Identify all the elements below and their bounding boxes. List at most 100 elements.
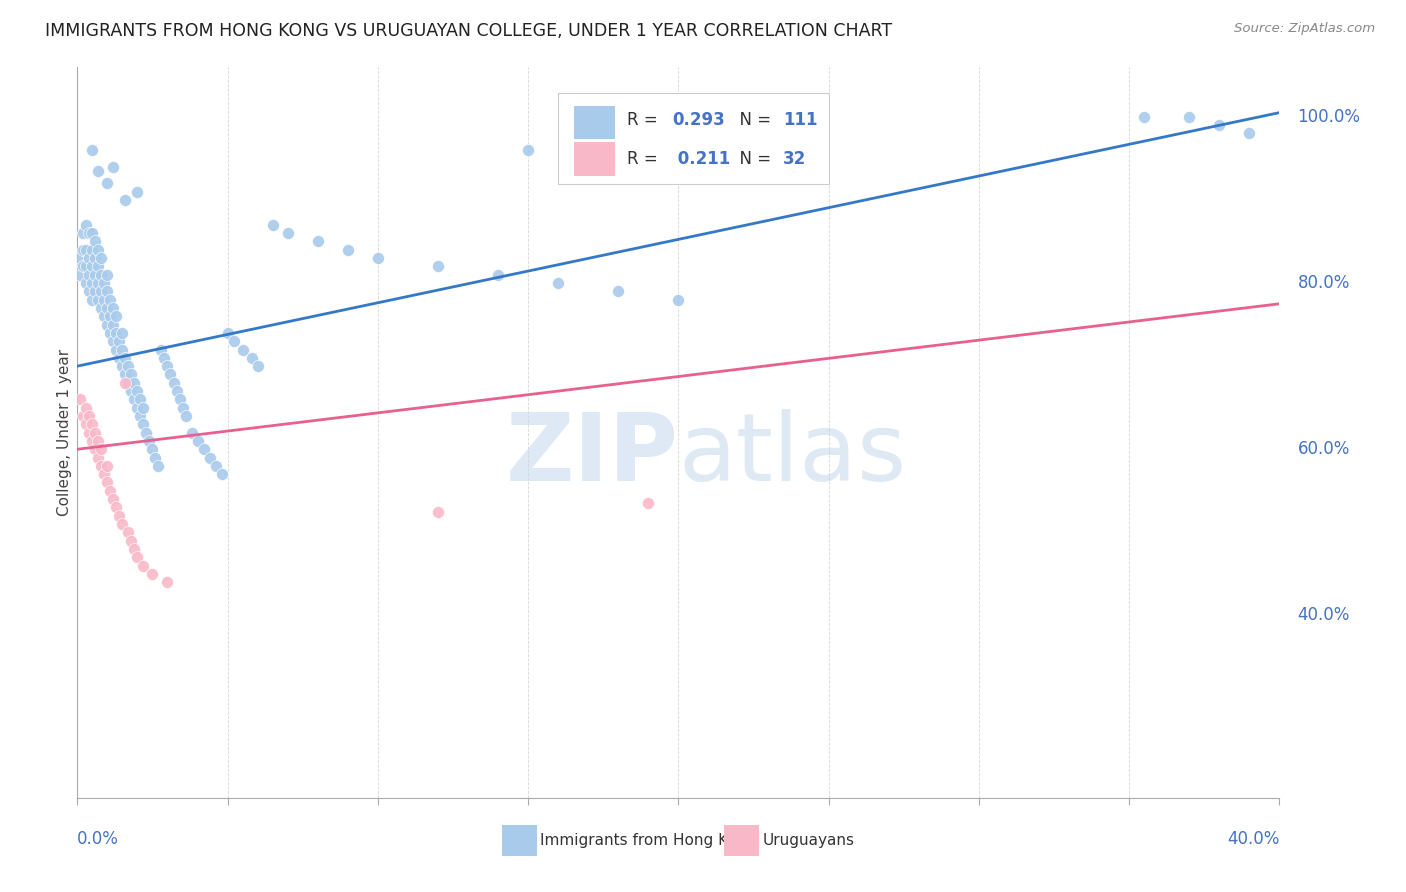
- Point: [111, 326, 134, 340]
- Point: [127, 550, 149, 565]
- Point: [93, 467, 115, 482]
- Point: [69, 392, 91, 407]
- Text: 111: 111: [783, 112, 817, 129]
- Point: [162, 376, 184, 390]
- Point: [87, 260, 110, 274]
- Point: [75, 276, 97, 290]
- Point: [96, 176, 118, 190]
- Point: [668, 293, 690, 307]
- Point: [79, 409, 101, 423]
- Point: [82, 293, 104, 307]
- Point: [100, 310, 122, 324]
- Point: [87, 163, 110, 178]
- Point: [159, 368, 181, 382]
- Point: [607, 285, 630, 299]
- Point: [75, 243, 97, 257]
- Point: [84, 268, 107, 282]
- Text: ZIP: ZIP: [506, 409, 679, 500]
- Point: [69, 268, 91, 282]
- Point: [108, 334, 131, 349]
- Point: [111, 517, 134, 532]
- Point: [90, 285, 112, 299]
- Text: 0.0%: 0.0%: [77, 830, 120, 848]
- Point: [547, 276, 569, 290]
- Point: [93, 293, 115, 307]
- Point: [79, 285, 101, 299]
- Text: 100.0%: 100.0%: [1298, 108, 1361, 126]
- Point: [82, 276, 104, 290]
- Point: [120, 384, 142, 398]
- Point: [103, 160, 125, 174]
- FancyBboxPatch shape: [574, 142, 614, 176]
- Point: [72, 226, 94, 240]
- Point: [90, 458, 112, 473]
- Point: [517, 143, 540, 157]
- Point: [105, 326, 128, 340]
- Point: [79, 425, 101, 440]
- Point: [132, 558, 155, 573]
- Point: [72, 409, 94, 423]
- Point: [145, 450, 167, 465]
- Text: 40.0%: 40.0%: [1298, 607, 1350, 624]
- FancyBboxPatch shape: [502, 825, 537, 856]
- Point: [111, 343, 134, 357]
- Point: [111, 359, 134, 373]
- Point: [153, 351, 176, 365]
- Point: [262, 218, 284, 232]
- Point: [90, 301, 112, 315]
- Point: [127, 401, 149, 415]
- FancyBboxPatch shape: [558, 93, 828, 184]
- Point: [222, 334, 245, 349]
- Point: [240, 351, 263, 365]
- Text: 40.0%: 40.0%: [1227, 830, 1279, 848]
- Point: [105, 310, 128, 324]
- Point: [246, 359, 269, 373]
- Text: R =: R =: [627, 112, 662, 129]
- Y-axis label: College, Under 1 year: College, Under 1 year: [56, 349, 72, 516]
- Point: [180, 425, 202, 440]
- Point: [82, 417, 104, 432]
- Point: [129, 409, 152, 423]
- Point: [105, 343, 128, 357]
- Point: [84, 442, 107, 457]
- Point: [204, 458, 226, 473]
- Point: [166, 384, 188, 398]
- Point: [367, 251, 389, 265]
- Point: [277, 226, 299, 240]
- Point: [82, 260, 104, 274]
- Point: [100, 483, 122, 498]
- Point: [103, 492, 125, 507]
- Point: [75, 260, 97, 274]
- Point: [72, 260, 94, 274]
- Point: [93, 310, 115, 324]
- Point: [232, 343, 254, 357]
- Point: [336, 243, 359, 257]
- Text: 60.0%: 60.0%: [1298, 441, 1350, 458]
- Point: [132, 401, 155, 415]
- Point: [96, 268, 118, 282]
- Point: [211, 467, 233, 482]
- Point: [84, 285, 107, 299]
- Point: [198, 450, 221, 465]
- Point: [103, 334, 125, 349]
- Point: [84, 235, 107, 249]
- Point: [90, 442, 112, 457]
- Point: [82, 226, 104, 240]
- Point: [217, 326, 239, 340]
- Text: Uruguayans: Uruguayans: [762, 832, 855, 847]
- Point: [172, 401, 194, 415]
- FancyBboxPatch shape: [574, 105, 614, 139]
- Text: N =: N =: [728, 112, 776, 129]
- Point: [87, 276, 110, 290]
- Point: [427, 505, 450, 519]
- Point: [96, 475, 118, 490]
- Point: [141, 566, 163, 581]
- Point: [127, 185, 149, 199]
- Point: [87, 450, 110, 465]
- Text: 0.211: 0.211: [672, 150, 731, 168]
- Text: Immigrants from Hong Kong: Immigrants from Hong Kong: [540, 832, 756, 847]
- Point: [82, 243, 104, 257]
- Point: [1208, 118, 1230, 132]
- Point: [135, 425, 157, 440]
- Text: IMMIGRANTS FROM HONG KONG VS URUGUAYAN COLLEGE, UNDER 1 YEAR CORRELATION CHART: IMMIGRANTS FROM HONG KONG VS URUGUAYAN C…: [45, 22, 893, 40]
